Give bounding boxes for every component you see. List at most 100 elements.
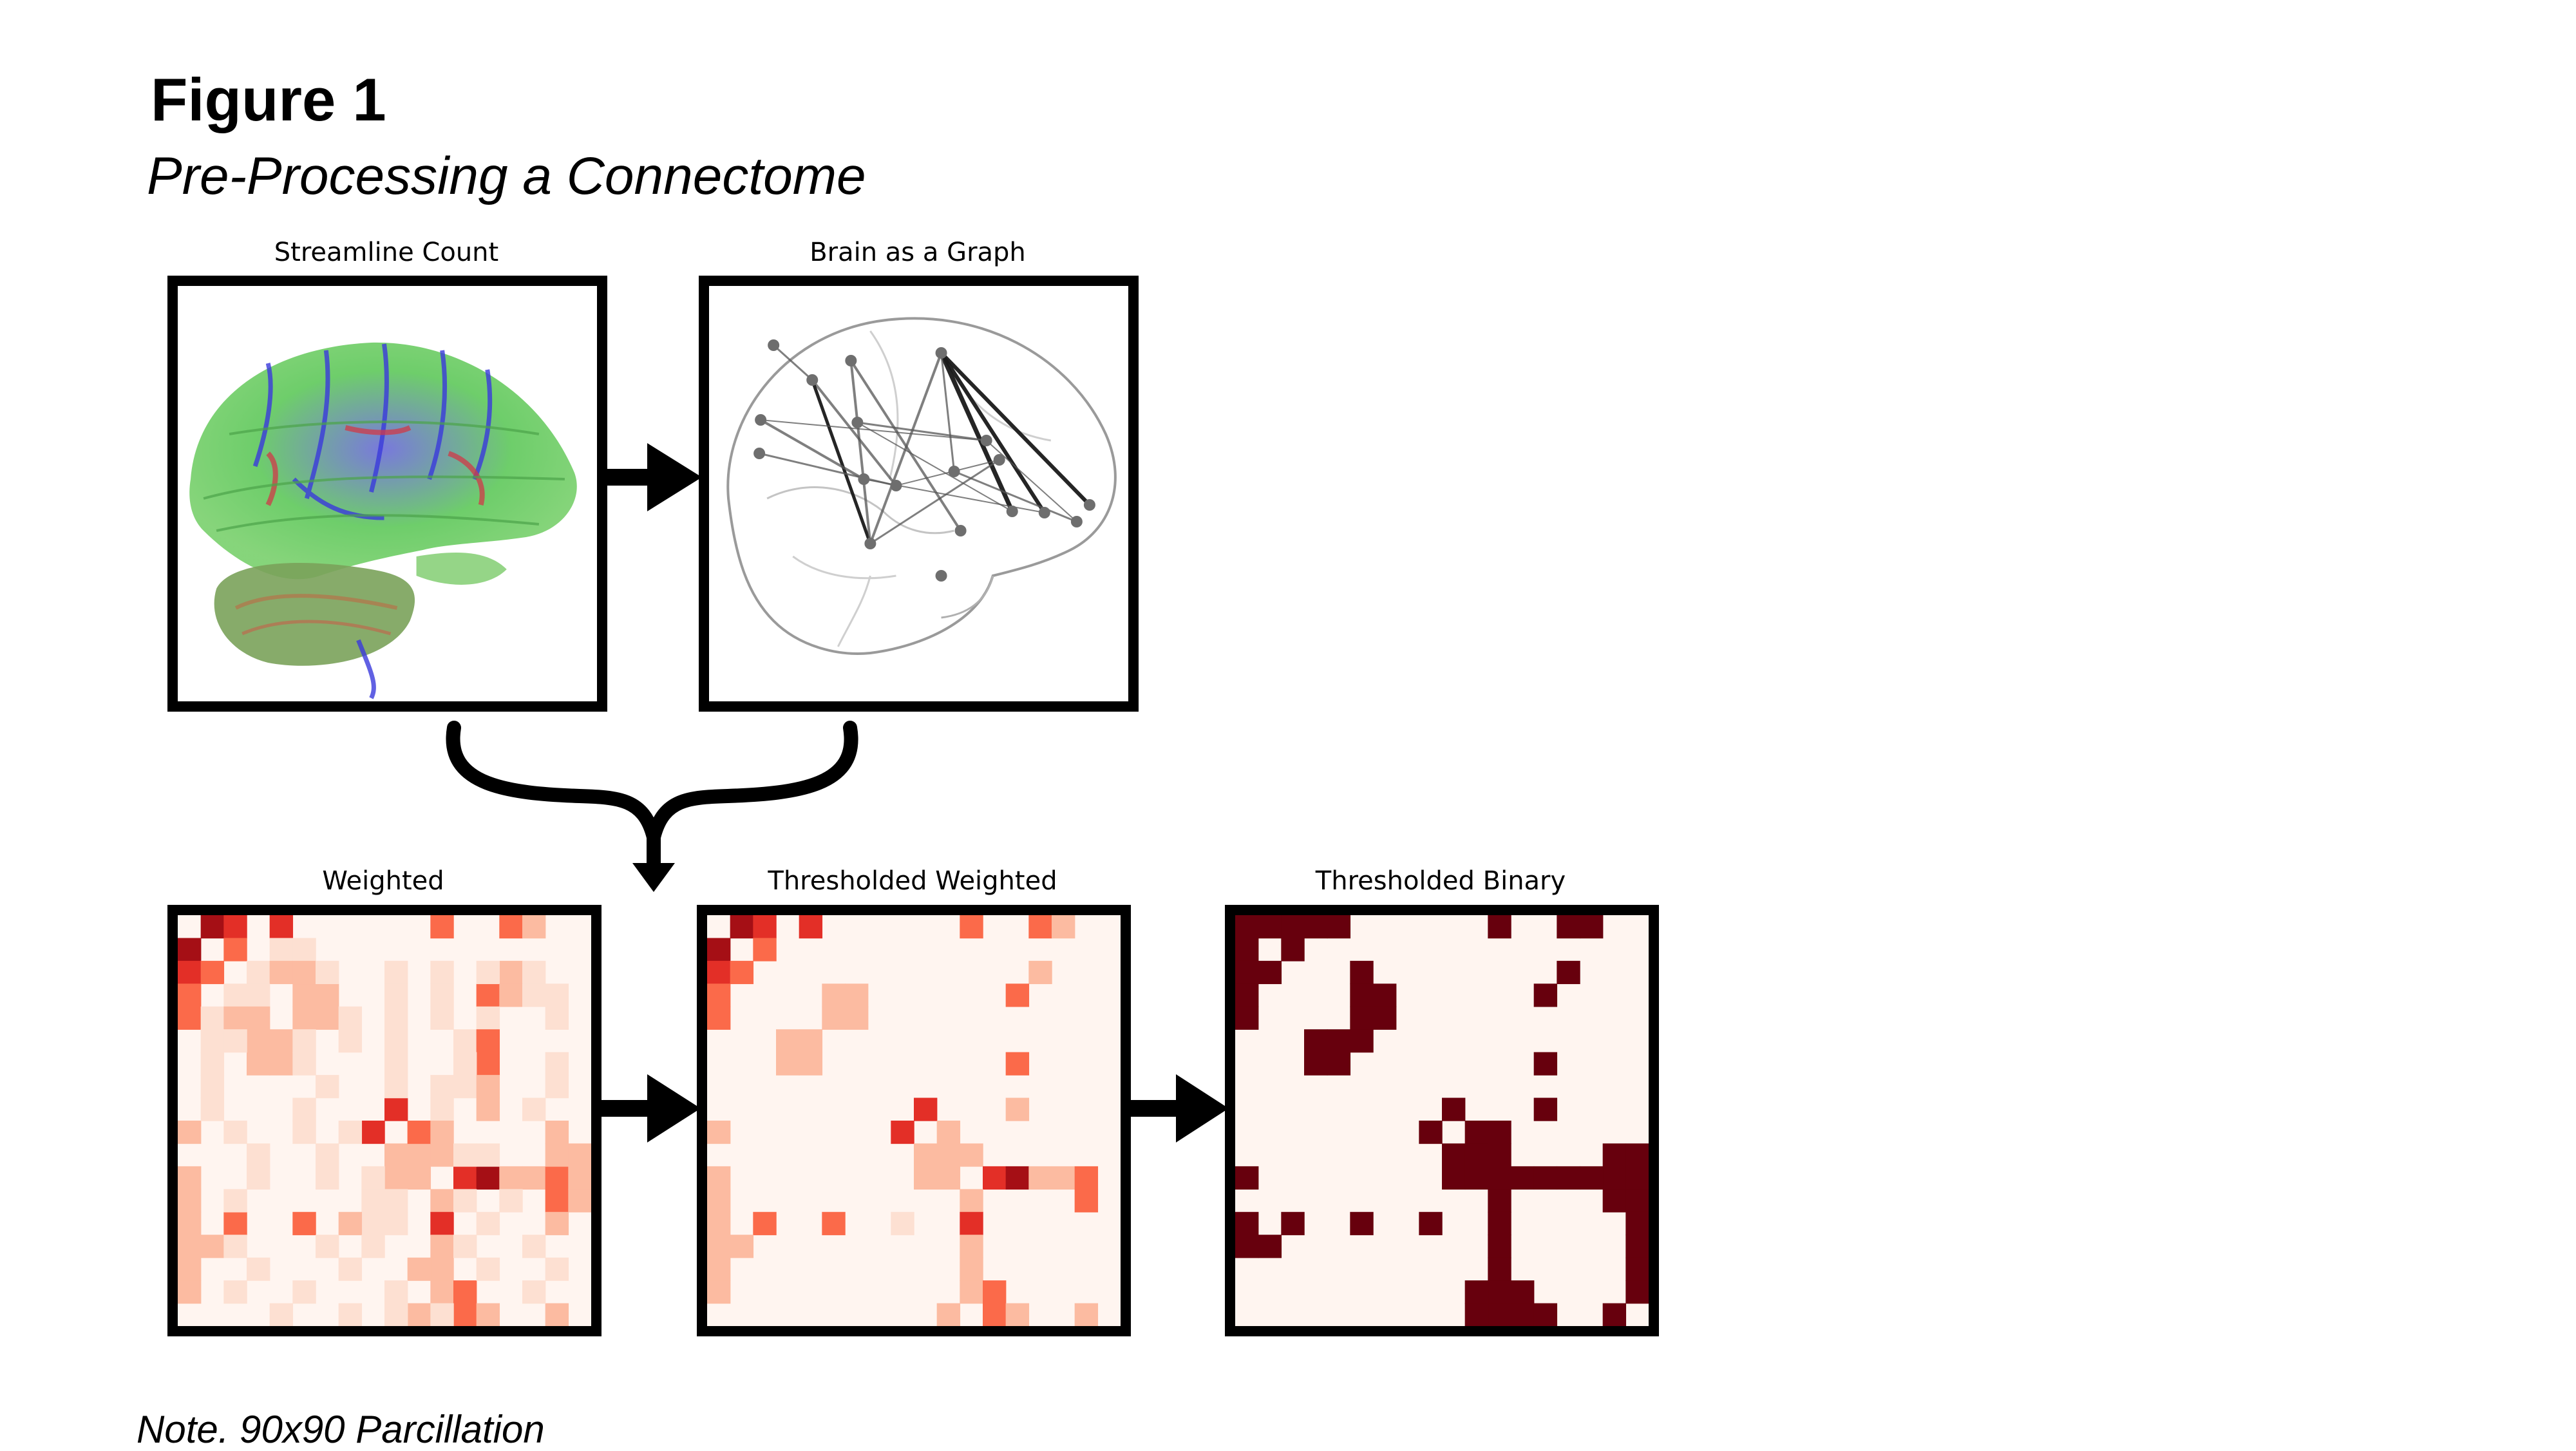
matrix-cell bbox=[1464, 1143, 1489, 1167]
matrix-cell bbox=[292, 1052, 316, 1076]
matrix-cell bbox=[453, 1029, 477, 1053]
matrix-cell bbox=[361, 1189, 385, 1213]
matrix-cell bbox=[522, 915, 546, 939]
matrix-cell bbox=[407, 1143, 431, 1167]
matrix-cell bbox=[983, 1166, 1007, 1190]
matrix-cell bbox=[1533, 1166, 1558, 1190]
matrix-cell bbox=[522, 1280, 546, 1304]
matrix-cell bbox=[200, 1235, 225, 1258]
matrix-cell bbox=[453, 1052, 477, 1076]
matrix-cell bbox=[292, 1097, 316, 1121]
matrix-cell bbox=[499, 960, 523, 985]
matrix-cell bbox=[545, 1189, 569, 1213]
matrix-cell bbox=[1533, 1052, 1558, 1076]
matrix-cell bbox=[430, 1121, 454, 1144]
graph-node bbox=[845, 355, 857, 366]
matrix-cell bbox=[1005, 983, 1030, 1007]
panel-title-streamline: Streamline Count bbox=[274, 238, 499, 267]
matrix-cell bbox=[476, 1211, 500, 1235]
matrix-cell bbox=[361, 1211, 385, 1235]
matrix-cell bbox=[407, 1257, 431, 1281]
matrix-cell bbox=[960, 1211, 983, 1235]
matrix-cell bbox=[891, 1211, 914, 1235]
graph-edge bbox=[849, 360, 872, 544]
matrix-cell bbox=[1005, 1052, 1030, 1076]
matrix-cell bbox=[1488, 1280, 1511, 1304]
matrix-cell bbox=[499, 983, 523, 1007]
matrix-cell bbox=[1625, 1211, 1649, 1235]
matrix-cell bbox=[914, 1166, 938, 1190]
matrix-cell bbox=[316, 960, 339, 985]
graph-edge bbox=[761, 419, 987, 441]
matrix-cell bbox=[1235, 915, 1259, 939]
weighted-matrix bbox=[178, 915, 591, 1326]
matrix-cell bbox=[338, 1121, 363, 1144]
matrix-cell bbox=[730, 1235, 754, 1258]
matrix-cell bbox=[430, 1257, 454, 1281]
matrix-cell bbox=[1533, 1303, 1558, 1326]
matrix-cell bbox=[316, 1143, 339, 1167]
matrix-cell bbox=[1602, 1166, 1627, 1190]
matrix-cell bbox=[223, 1121, 247, 1144]
matrix-cell bbox=[1557, 915, 1580, 939]
matrix-cell bbox=[522, 1097, 546, 1121]
matrix-cell bbox=[178, 1235, 202, 1258]
matrix-cell bbox=[384, 1097, 408, 1121]
matrix-cell bbox=[223, 1189, 247, 1213]
matrix-cell bbox=[453, 1166, 477, 1190]
graph-node bbox=[935, 347, 947, 359]
graph-edge bbox=[849, 359, 962, 532]
graph-edge bbox=[811, 379, 898, 487]
arrow-weighted-to-thresholded bbox=[601, 1074, 701, 1143]
graph-node bbox=[948, 466, 960, 477]
matrix-cell bbox=[1511, 1166, 1535, 1190]
matrix-cell bbox=[1350, 1029, 1374, 1053]
matrix-cell bbox=[936, 1166, 961, 1190]
graph-node bbox=[935, 570, 947, 582]
matrix-cell bbox=[178, 1121, 202, 1144]
matrix-cell bbox=[545, 1257, 569, 1281]
matrix-cell bbox=[453, 1303, 477, 1326]
matrix-cell bbox=[292, 938, 316, 962]
matrix-cell bbox=[178, 1211, 202, 1235]
matrix-cell bbox=[292, 1121, 316, 1144]
matrix-cell bbox=[545, 1006, 569, 1030]
matrix-cell bbox=[407, 1166, 431, 1190]
matrix-cell bbox=[1625, 1280, 1649, 1304]
matrix-cell bbox=[1533, 1097, 1558, 1121]
matrix-cell bbox=[1281, 1211, 1305, 1235]
matrix-cell bbox=[776, 1029, 800, 1053]
matrix-cell bbox=[316, 1006, 339, 1030]
matrix-cell bbox=[476, 1052, 500, 1076]
matrix-cell bbox=[316, 983, 339, 1007]
matrix-cell bbox=[430, 1280, 454, 1304]
panel-title-thresholded-binary: Thresholded Binary bbox=[1315, 866, 1566, 896]
matrix-cell bbox=[430, 1211, 454, 1235]
figure-note: Note. 90x90 Parcillation bbox=[137, 1408, 545, 1451]
matrix-cell bbox=[223, 983, 247, 1007]
matrix-cell bbox=[200, 1029, 225, 1053]
matrix-cell bbox=[1557, 1166, 1580, 1190]
matrix-cell bbox=[247, 1143, 270, 1167]
graph-node bbox=[851, 417, 864, 428]
matrix-cell bbox=[1005, 1166, 1030, 1190]
matrix-cell bbox=[384, 1280, 408, 1304]
graph-node bbox=[980, 435, 992, 446]
matrix-cell bbox=[178, 1280, 202, 1304]
matrix-cell bbox=[1235, 1235, 1259, 1258]
matrix-cell bbox=[1511, 1303, 1535, 1326]
graph-node bbox=[858, 473, 870, 485]
matrix-cell bbox=[1488, 1143, 1511, 1167]
matrix-cell bbox=[247, 960, 270, 985]
matrix-cell bbox=[338, 1029, 363, 1053]
matrix-cell bbox=[338, 1303, 363, 1326]
graph-node bbox=[864, 538, 876, 549]
matrix-cell bbox=[247, 1052, 270, 1076]
matrix-cell bbox=[1625, 1189, 1649, 1213]
matrix-cell bbox=[316, 1075, 339, 1099]
matrix-cell bbox=[223, 1029, 247, 1053]
matrix-cell bbox=[960, 1189, 983, 1213]
graph-node bbox=[1083, 499, 1095, 511]
matrix-cell bbox=[1074, 1303, 1099, 1326]
